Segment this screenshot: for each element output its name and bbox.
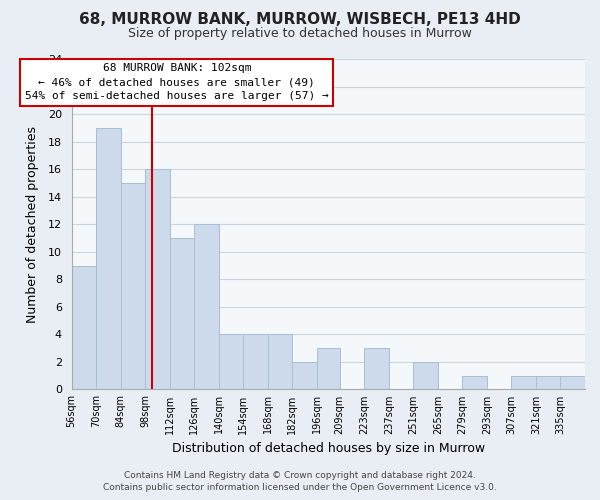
Bar: [511, 376, 536, 390]
X-axis label: Distribution of detached houses by size in Murrow: Distribution of detached houses by size …: [172, 442, 485, 455]
Bar: [121, 183, 145, 390]
Text: 68 MURROW BANK: 102sqm
← 46% of detached houses are smaller (49)
54% of semi-det: 68 MURROW BANK: 102sqm ← 46% of detached…: [25, 64, 329, 102]
Bar: [219, 334, 244, 390]
Bar: [244, 334, 268, 390]
Bar: [292, 362, 317, 390]
Text: Contains HM Land Registry data © Crown copyright and database right 2024.
Contai: Contains HM Land Registry data © Crown c…: [103, 471, 497, 492]
Text: 68, MURROW BANK, MURROW, WISBECH, PE13 4HD: 68, MURROW BANK, MURROW, WISBECH, PE13 4…: [79, 12, 521, 28]
Bar: [364, 348, 389, 390]
Bar: [463, 376, 487, 390]
Bar: [536, 376, 560, 390]
Bar: [560, 376, 585, 390]
Y-axis label: Number of detached properties: Number of detached properties: [26, 126, 40, 322]
Text: Size of property relative to detached houses in Murrow: Size of property relative to detached ho…: [128, 28, 472, 40]
Bar: [268, 334, 292, 390]
Bar: [170, 238, 194, 390]
Bar: [317, 348, 340, 390]
Bar: [145, 169, 170, 390]
Bar: [96, 128, 121, 390]
Bar: [413, 362, 438, 390]
Bar: [194, 224, 219, 390]
Bar: [71, 266, 96, 390]
